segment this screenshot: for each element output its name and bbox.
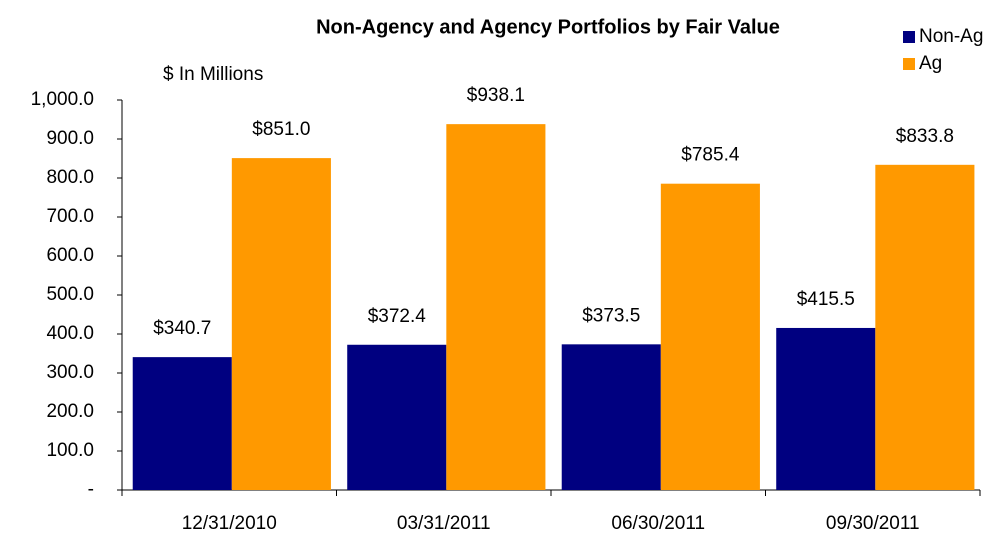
x-tick-label: 06/30/2011 bbox=[611, 513, 705, 534]
bar bbox=[347, 344, 447, 490]
x-tick-label: 09/30/2011 bbox=[826, 513, 920, 534]
bar bbox=[446, 124, 546, 491]
y-tick-label: 200.0 bbox=[46, 401, 94, 422]
data-label: $785.4 bbox=[681, 145, 740, 166]
y-tick-label: 800.0 bbox=[46, 167, 94, 188]
data-label: $372.4 bbox=[368, 306, 427, 327]
bar bbox=[875, 164, 975, 490]
y-tick-label: 700.0 bbox=[46, 206, 94, 227]
legend-swatch bbox=[903, 31, 915, 43]
x-tick-label: 12/31/2010 bbox=[182, 513, 277, 534]
y-tick-label: 300.0 bbox=[46, 362, 94, 383]
bar bbox=[561, 344, 661, 490]
data-label: $938.1 bbox=[467, 85, 525, 106]
bar bbox=[231, 158, 331, 491]
bar bbox=[776, 327, 876, 490]
y-tick-label: 400.0 bbox=[46, 323, 94, 344]
y-tick-label: 500.0 bbox=[46, 284, 94, 305]
data-label: $340.7 bbox=[153, 318, 211, 339]
chart-title: Non-Agency and Agency Portfolios by Fair… bbox=[316, 16, 780, 38]
data-label: $415.5 bbox=[797, 289, 855, 310]
data-label: $373.5 bbox=[582, 305, 640, 326]
legend-label: Non-Ag bbox=[919, 26, 983, 47]
legend-swatch bbox=[903, 58, 915, 70]
bar bbox=[132, 357, 232, 490]
legend-label: Ag bbox=[919, 53, 942, 74]
y-tick-label: 1,000.0 bbox=[31, 89, 94, 110]
y-tick-label: 900.0 bbox=[46, 128, 94, 149]
chart-subtitle: $ In Millions bbox=[163, 64, 263, 85]
data-label: $833.8 bbox=[896, 126, 954, 147]
x-tick-label: 03/31/2011 bbox=[397, 513, 491, 534]
bar bbox=[660, 183, 760, 490]
y-tick-label: 100.0 bbox=[46, 440, 94, 461]
y-tick-label: - bbox=[88, 479, 94, 500]
data-label: $851.0 bbox=[252, 119, 310, 140]
y-tick-label: 600.0 bbox=[46, 245, 94, 266]
